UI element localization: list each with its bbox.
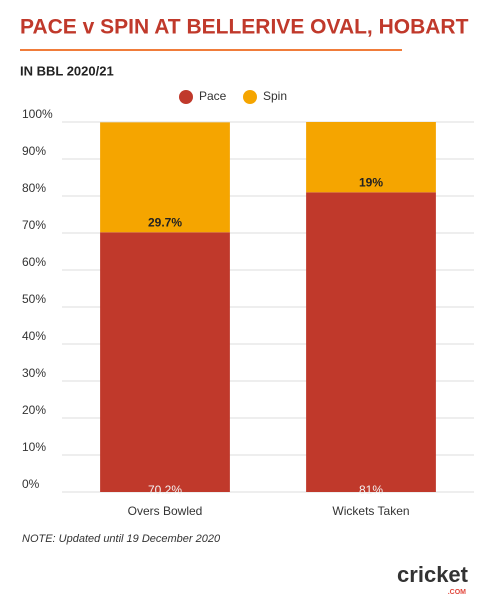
bar-segment (100, 122, 230, 233)
bar-segment (306, 122, 436, 193)
y-tick-label: 0% (22, 477, 40, 491)
y-tick-label: 10% (22, 440, 46, 454)
value-label: 29.7% (148, 215, 182, 229)
value-label: 19% (359, 175, 383, 189)
chart-subtitle: IN BBL 2020/21 (20, 63, 114, 78)
legend-marker (179, 90, 193, 104)
chart-title: PACE v SPIN AT BELLERIVE OVAL, HOBART (20, 16, 469, 39)
x-tick-label: Wickets Taken (332, 504, 409, 518)
y-tick-label: 30% (22, 366, 46, 380)
logo: cricket (397, 562, 469, 587)
y-tick-label: 20% (22, 403, 46, 417)
bar-segment (306, 192, 436, 493)
y-tick-label: 90% (22, 144, 46, 158)
y-tick-label: 100% (22, 107, 53, 121)
y-tick-label: 60% (22, 255, 46, 269)
x-tick-label: Overs Bowled (128, 504, 203, 518)
y-tick-label: 50% (22, 292, 46, 306)
bar-segment (100, 232, 230, 492)
value-label: 81% (359, 483, 383, 497)
legend-label: Spin (263, 89, 287, 103)
legend-label: Pace (199, 89, 227, 103)
value-label: 70.2% (148, 483, 182, 497)
note: NOTE: Updated until 19 December 2020 (22, 533, 221, 545)
y-tick-label: 70% (22, 218, 46, 232)
legend-marker (243, 90, 257, 104)
logo-sub: .COM (448, 589, 466, 596)
y-tick-label: 80% (22, 181, 46, 195)
y-tick-label: 40% (22, 329, 46, 343)
